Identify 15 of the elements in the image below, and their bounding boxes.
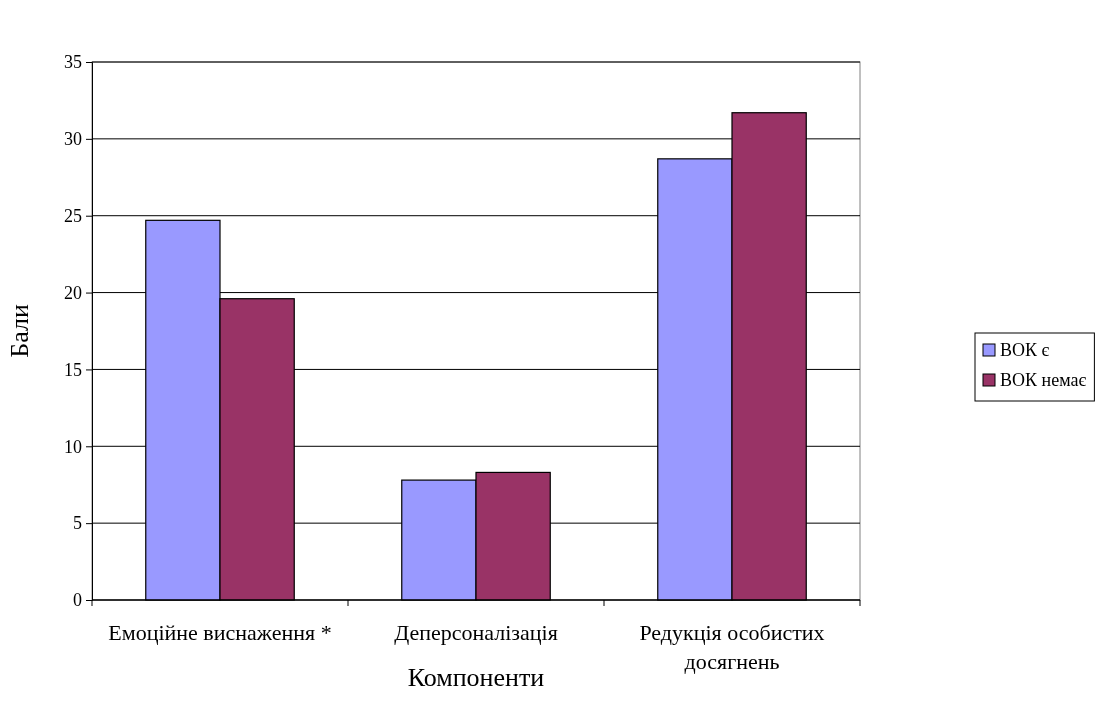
x-tick-label: Деперсоналізація bbox=[394, 620, 558, 645]
y-tick-label: 0 bbox=[73, 590, 82, 611]
x-tick-label: Редукція особистих досягнень bbox=[639, 620, 825, 674]
y-tick-label: 15 bbox=[64, 359, 82, 380]
y-tick-label: 35 bbox=[64, 52, 82, 73]
y-tick-label: 20 bbox=[64, 282, 82, 303]
y-tick-label: 10 bbox=[64, 436, 82, 457]
x-tick-label: Емоційне виснаження * bbox=[108, 620, 332, 645]
legend-label: ВОК є bbox=[1000, 340, 1050, 360]
legend-label: ВОК немає bbox=[1000, 370, 1087, 390]
y-axis-title: Бали bbox=[5, 304, 34, 358]
y-tick-label: 30 bbox=[64, 129, 82, 150]
y-tick-label: 25 bbox=[64, 205, 82, 226]
x-axis-title: Компоненти bbox=[407, 663, 545, 692]
y-tick-label: 5 bbox=[73, 513, 82, 534]
